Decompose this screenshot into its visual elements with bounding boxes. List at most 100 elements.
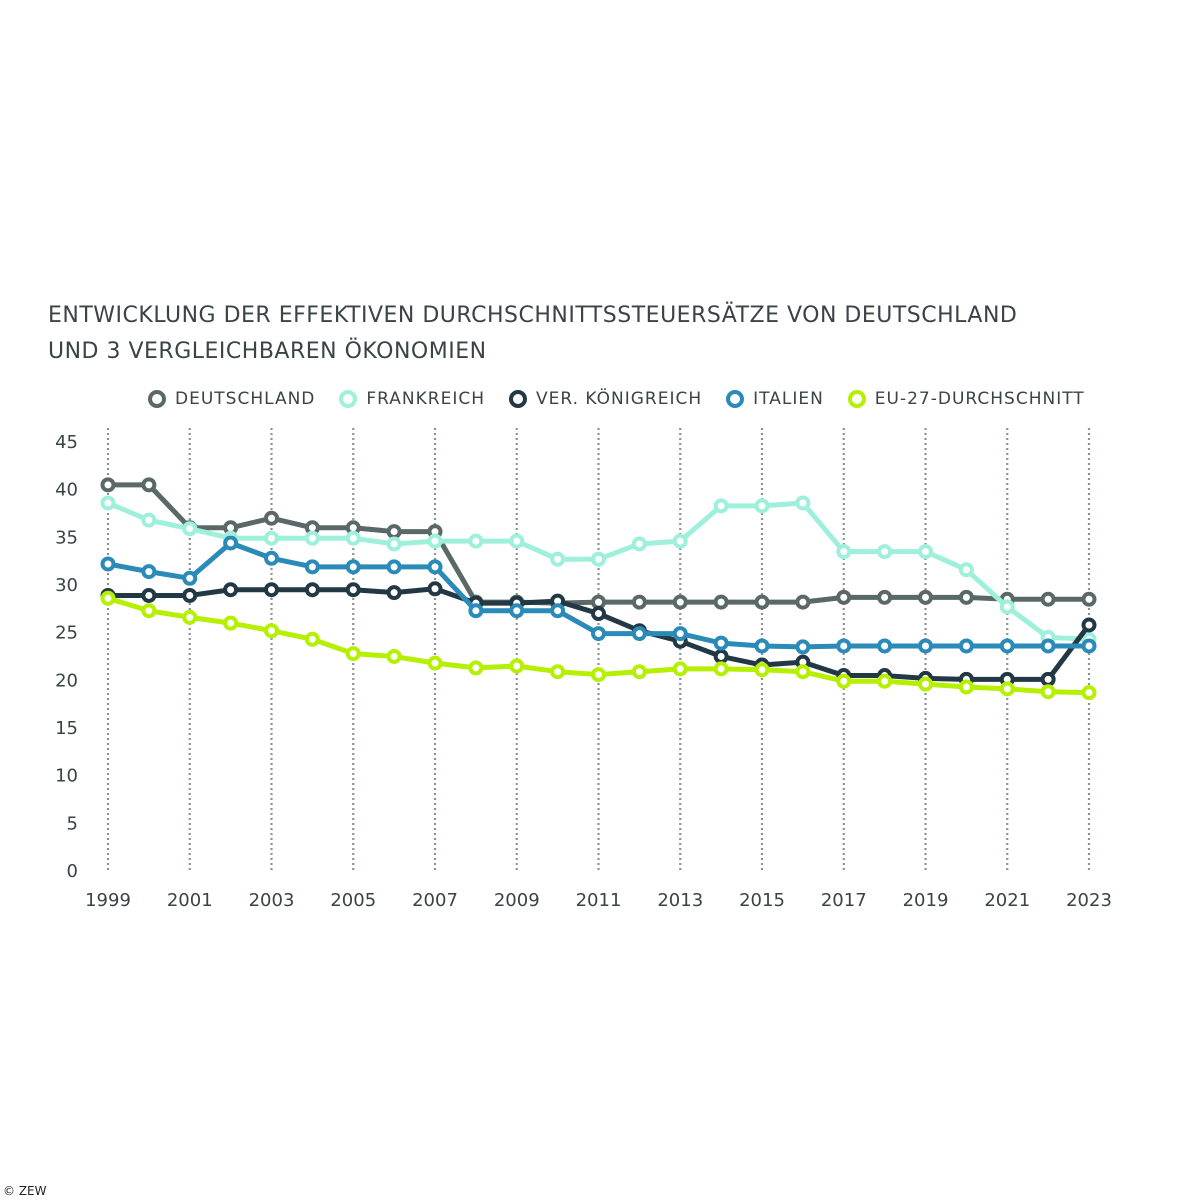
data-point	[713, 594, 729, 610]
data-point	[468, 533, 484, 549]
data-point	[1040, 638, 1056, 654]
data-point	[713, 635, 729, 651]
data-point	[1081, 617, 1097, 633]
data-point	[264, 582, 279, 598]
data-point	[591, 594, 606, 610]
y-tick-label: 20	[55, 670, 78, 691]
data-point	[509, 533, 525, 549]
data-point	[631, 536, 647, 552]
data-point	[100, 477, 116, 493]
y-tick-label: 0	[67, 861, 78, 882]
x-tick-label: 2019	[903, 890, 949, 911]
legend: DEUTSCHLAND FRANKREICH VER. KÖNIGREICH I…	[148, 389, 1085, 409]
data-point	[223, 535, 239, 551]
data-point	[918, 676, 933, 692]
data-point	[958, 589, 974, 605]
data-point	[100, 590, 116, 606]
data-point	[672, 626, 688, 642]
data-point	[877, 673, 893, 689]
data-point	[468, 603, 484, 619]
legend-item-uk: VER. KÖNIGREICH	[509, 389, 702, 409]
x-tick-label: 2003	[249, 890, 295, 911]
data-point	[100, 556, 116, 572]
data-point	[754, 662, 770, 678]
data-point	[509, 658, 525, 674]
data-point	[591, 667, 606, 683]
data-point	[918, 589, 933, 605]
legend-label: ITALIEN	[753, 389, 824, 409]
x-tick-label: 2013	[657, 890, 703, 911]
legend-item-deutschland: DEUTSCHLAND	[148, 389, 315, 409]
data-point	[264, 530, 279, 546]
data-point	[182, 570, 198, 586]
x-tick-label: 2005	[330, 890, 376, 911]
data-point	[918, 638, 933, 654]
data-point	[141, 512, 157, 528]
x-tick-label: 1999	[85, 890, 131, 911]
y-tick-label: 25	[55, 623, 78, 644]
data-point	[591, 626, 606, 642]
data-point	[386, 524, 402, 540]
y-tick-label: 10	[55, 766, 78, 787]
data-point	[427, 533, 443, 549]
data-point	[386, 585, 402, 601]
data-point	[591, 551, 606, 567]
x-tick-label: 2021	[984, 890, 1030, 911]
data-point	[550, 603, 566, 619]
legend-label: DEUTSCHLAND	[175, 389, 316, 409]
legend-marker-icon	[339, 390, 358, 408]
data-point	[345, 582, 361, 598]
x-tick-label: 2001	[167, 890, 213, 911]
x-tick-label: 2017	[821, 890, 867, 911]
data-point	[631, 594, 647, 610]
data-point	[304, 559, 320, 575]
legend-marker-icon	[148, 390, 166, 408]
data-point	[141, 587, 157, 603]
data-point	[1040, 591, 1056, 607]
data-point	[427, 581, 443, 597]
data-point	[345, 559, 361, 575]
data-point	[550, 551, 566, 567]
data-point	[631, 664, 647, 680]
data-point	[1040, 671, 1056, 687]
x-tick-label: 2011	[576, 890, 622, 911]
data-point	[754, 638, 770, 654]
y-tick-label: 30	[55, 575, 78, 596]
x-tick-label: 2007	[412, 890, 458, 911]
data-point	[713, 661, 729, 677]
data-point	[754, 498, 770, 514]
data-point	[795, 495, 811, 511]
data-point	[345, 530, 361, 546]
data-point	[795, 664, 811, 680]
data-point	[836, 544, 852, 560]
data-point	[182, 587, 198, 603]
data-point	[754, 594, 770, 610]
data-point	[427, 655, 443, 671]
data-point	[1081, 591, 1097, 607]
x-tick-label: 2023	[1066, 890, 1112, 911]
data-point	[345, 646, 361, 662]
data-point	[591, 606, 606, 622]
data-point	[958, 562, 974, 578]
data-point	[918, 544, 933, 560]
data-point	[386, 536, 402, 552]
data-point	[223, 615, 239, 631]
data-point	[999, 681, 1015, 697]
data-point	[1081, 638, 1097, 654]
data-point	[672, 661, 688, 677]
data-point	[182, 609, 198, 625]
data-point	[999, 599, 1015, 615]
y-tick-label: 35	[55, 527, 78, 548]
data-point	[141, 564, 157, 580]
data-point	[958, 638, 974, 654]
data-point	[1040, 684, 1056, 700]
copyright: © ZEW	[3, 1184, 47, 1198]
data-point	[672, 533, 688, 549]
data-point	[509, 603, 525, 619]
y-tick-label: 15	[55, 718, 78, 739]
chart-title: ENTWICKLUNG DER EFFEKTIVEN DURCHSCHNITTS…	[48, 298, 1017, 370]
chart-title-line1: ENTWICKLUNG DER EFFEKTIVEN DURCHSCHNITTS…	[48, 303, 1018, 328]
y-tick-label: 5	[67, 813, 78, 834]
data-point	[264, 550, 279, 566]
data-point	[1081, 685, 1097, 701]
